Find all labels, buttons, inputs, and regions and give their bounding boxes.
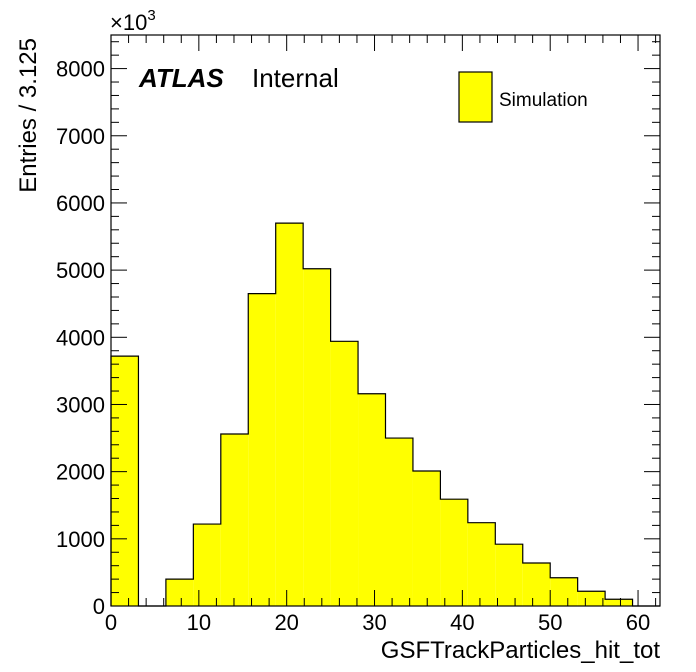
histogram-bin	[275, 223, 304, 606]
histogram-bin	[111, 356, 139, 606]
y-tick-label: 7000	[56, 124, 105, 149]
atlas-label: ATLAS	[138, 63, 224, 93]
histogram-bin	[412, 470, 441, 606]
y-tick-label: 8000	[56, 57, 105, 82]
y-tick-label: 6000	[56, 191, 105, 216]
plot-frame	[110, 34, 661, 607]
y-tick-label: 5000	[56, 258, 105, 283]
y-tick-label: 3000	[56, 392, 105, 417]
x-tick-labels: 0 10 20 30 40 50 60	[105, 610, 650, 635]
histogram-bin	[440, 499, 468, 606]
histogram-bin	[495, 544, 523, 606]
internal-label: Internal	[252, 63, 339, 93]
x-tick-label: 50	[538, 610, 562, 635]
y-tick-label: 1000	[56, 527, 105, 552]
histogram-bin	[248, 293, 276, 606]
histogram-bin	[358, 393, 386, 606]
y-axis-title: Entries / 3.125	[15, 38, 42, 193]
x-tick-label: 10	[187, 610, 211, 635]
y-exponent-power: 3	[147, 7, 155, 24]
x-axis-ticks	[110, 35, 657, 606]
y-tick-label: 4000	[56, 325, 105, 350]
histogram-outline	[110, 222, 660, 607]
x-tick-label: 60	[626, 610, 650, 635]
legend: Simulation	[458, 71, 588, 123]
histogram-bin	[467, 522, 496, 606]
histogram-bin	[522, 563, 551, 606]
histogram-bin	[220, 434, 249, 606]
histogram-bin	[577, 591, 606, 606]
histogram-bin	[330, 341, 359, 606]
x-tick-label: 0	[105, 610, 117, 635]
y-tick-label: 0	[93, 594, 105, 619]
histogram-bars	[111, 223, 633, 606]
x-tick-label: 20	[274, 610, 298, 635]
histogram-bin	[303, 268, 331, 606]
histogram-bin	[193, 524, 221, 606]
y-tick-label: 2000	[56, 460, 105, 485]
histogram-bin	[605, 599, 633, 606]
legend-swatch	[458, 71, 493, 123]
x-tick-label: 40	[450, 610, 474, 635]
y-tick-labels: 0 1000 2000 3000 4000 5000 6000 7000 8000	[56, 57, 105, 619]
histogram-bin	[550, 577, 578, 606]
histogram-bin	[385, 438, 413, 606]
y-axis-ticks	[111, 41, 660, 607]
x-tick-label: 30	[362, 610, 386, 635]
histogram-bin	[165, 579, 194, 606]
y-exponent-label: ×103	[110, 7, 156, 35]
y-exponent-base: ×10	[110, 10, 147, 35]
legend-entry-simulation: Simulation	[499, 90, 588, 111]
x-axis-title: GSFTrackParticles_hit_tot	[381, 637, 661, 664]
